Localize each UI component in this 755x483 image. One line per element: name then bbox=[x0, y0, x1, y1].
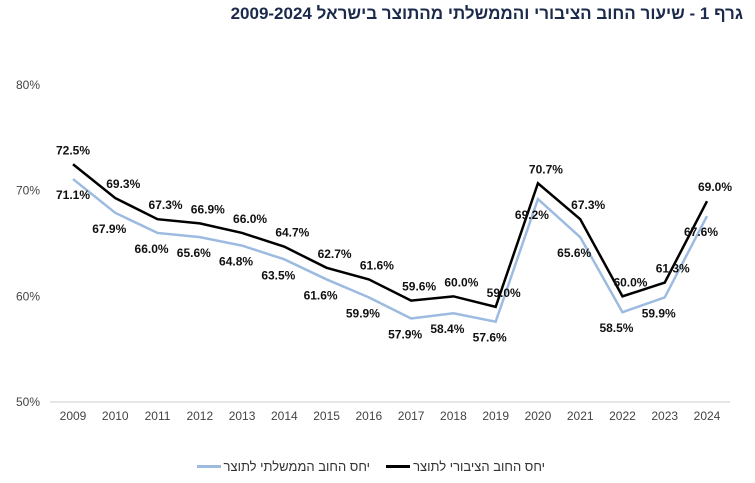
data-label: 66.0% bbox=[135, 242, 169, 256]
legend-swatch bbox=[386, 465, 411, 468]
data-label: 72.5% bbox=[56, 143, 90, 157]
data-label: 71.1% bbox=[56, 188, 90, 202]
data-label: 57.9% bbox=[388, 328, 422, 342]
data-label: 67.3% bbox=[149, 198, 183, 212]
data-label: 69.3% bbox=[106, 177, 140, 191]
x-tick-label: 2024 bbox=[694, 409, 721, 423]
legend-label: יחס החוב הממשלתי לתוצר bbox=[223, 459, 370, 474]
data-label: 70.7% bbox=[529, 162, 563, 176]
data-label: 58.5% bbox=[599, 321, 633, 335]
data-label: 63.5% bbox=[261, 268, 295, 282]
x-tick-label: 2009 bbox=[60, 409, 87, 423]
x-tick-label: 2016 bbox=[356, 409, 383, 423]
data-label: 69.2% bbox=[515, 208, 549, 222]
legend-item-public-debt: יחס החוב הציבורי לתוצר bbox=[386, 459, 545, 474]
data-label: 69.0% bbox=[698, 180, 732, 194]
x-tick-label: 2017 bbox=[398, 409, 425, 423]
data-label: 64.8% bbox=[219, 255, 253, 269]
x-tick-label: 2023 bbox=[651, 409, 678, 423]
data-label: 60.0% bbox=[444, 275, 478, 289]
data-label: 67.6% bbox=[684, 225, 718, 239]
x-tick-label: 2021 bbox=[567, 409, 594, 423]
x-tick-label: 2010 bbox=[102, 409, 129, 423]
data-label: 59.9% bbox=[642, 306, 676, 320]
y-tick-label: 60% bbox=[16, 289, 40, 303]
data-label: 61.6% bbox=[360, 258, 394, 272]
data-label: 61.6% bbox=[304, 288, 338, 302]
data-label: 59.9% bbox=[346, 306, 380, 320]
data-label: 66.0% bbox=[233, 212, 267, 226]
data-label: 65.6% bbox=[557, 246, 591, 260]
x-tick-label: 2019 bbox=[482, 409, 509, 423]
legend-item-government-debt: יחס החוב הממשלתי לתוצר bbox=[196, 459, 370, 474]
x-tick-label: 2015 bbox=[313, 409, 340, 423]
data-label: 58.4% bbox=[430, 322, 464, 336]
data-label: 59.6% bbox=[402, 280, 436, 294]
data-label: 64.7% bbox=[275, 226, 309, 240]
data-label: 57.6% bbox=[473, 331, 507, 345]
data-label: 59.0% bbox=[487, 286, 521, 300]
x-tick-label: 2012 bbox=[186, 409, 213, 423]
data-label: 60.0% bbox=[613, 275, 647, 289]
x-tick-label: 2011 bbox=[145, 409, 171, 423]
y-tick-label: 50% bbox=[16, 395, 40, 409]
data-label: 61.3% bbox=[656, 262, 690, 276]
data-label: 67.3% bbox=[571, 198, 605, 212]
chart-title: גרף 1 - שיעור החוב הציבורי והממשלתי מהתו… bbox=[230, 4, 743, 23]
data-label: 67.9% bbox=[92, 222, 126, 236]
legend-label: יחס החוב הציבורי לתוצר bbox=[413, 459, 545, 474]
series-line-0 bbox=[72, 163, 709, 309]
x-tick-label: 2014 bbox=[271, 409, 298, 423]
y-tick-label: 80% bbox=[16, 78, 40, 92]
x-tick-label: 2022 bbox=[609, 409, 636, 423]
x-tick-label: 2013 bbox=[229, 409, 256, 423]
data-label: 65.6% bbox=[177, 246, 211, 260]
series-line-1 bbox=[72, 178, 709, 324]
data-label: 66.9% bbox=[191, 202, 225, 216]
legend-swatch bbox=[196, 465, 221, 468]
data-label: 62.7% bbox=[318, 247, 352, 261]
y-tick-label: 70% bbox=[16, 184, 40, 198]
x-tick-label: 2018 bbox=[440, 409, 467, 423]
x-tick-label: 2020 bbox=[525, 409, 552, 423]
